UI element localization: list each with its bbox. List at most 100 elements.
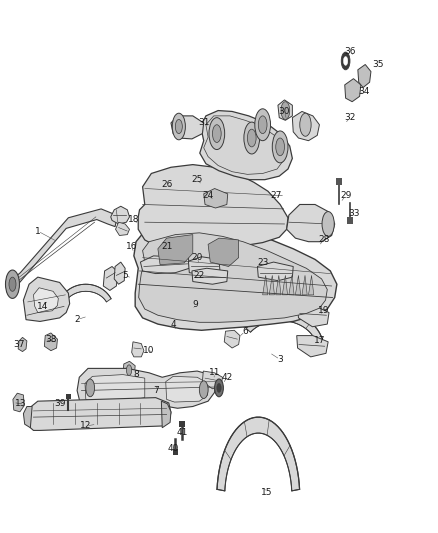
Polygon shape — [141, 256, 189, 273]
Text: 21: 21 — [161, 241, 172, 251]
Circle shape — [199, 381, 208, 399]
Polygon shape — [278, 100, 292, 120]
Polygon shape — [295, 276, 300, 295]
Polygon shape — [116, 222, 130, 236]
Polygon shape — [245, 312, 322, 342]
Text: 18: 18 — [128, 215, 140, 224]
Circle shape — [9, 277, 16, 292]
Polygon shape — [202, 371, 223, 389]
Text: 24: 24 — [202, 191, 214, 200]
Text: 1: 1 — [35, 227, 41, 236]
Polygon shape — [358, 64, 371, 87]
Text: 17: 17 — [314, 336, 325, 344]
Bar — [173, 449, 178, 455]
Polygon shape — [44, 333, 57, 351]
Polygon shape — [138, 165, 288, 251]
Polygon shape — [287, 205, 335, 241]
Polygon shape — [139, 233, 327, 322]
Text: 27: 27 — [270, 191, 282, 200]
Text: 42: 42 — [221, 373, 233, 382]
Text: 28: 28 — [318, 236, 329, 245]
Text: 12: 12 — [80, 422, 92, 431]
Text: 33: 33 — [349, 209, 360, 218]
Text: 2: 2 — [74, 315, 80, 324]
Polygon shape — [258, 262, 293, 281]
Circle shape — [272, 131, 288, 163]
Text: 5: 5 — [122, 271, 128, 280]
Polygon shape — [276, 276, 281, 295]
Polygon shape — [132, 342, 144, 357]
Circle shape — [217, 383, 221, 392]
Polygon shape — [18, 337, 27, 352]
Polygon shape — [204, 189, 228, 208]
Text: 14: 14 — [36, 302, 48, 311]
Polygon shape — [10, 209, 117, 292]
Polygon shape — [297, 336, 328, 357]
Polygon shape — [192, 268, 228, 284]
Text: 9: 9 — [192, 300, 198, 309]
Circle shape — [341, 52, 350, 70]
Circle shape — [215, 379, 223, 397]
Polygon shape — [171, 116, 204, 139]
Circle shape — [244, 122, 260, 154]
Polygon shape — [269, 276, 275, 295]
Text: 35: 35 — [373, 60, 384, 69]
Polygon shape — [85, 375, 145, 403]
Polygon shape — [188, 257, 220, 274]
Text: 16: 16 — [126, 241, 138, 251]
Circle shape — [172, 113, 185, 140]
Polygon shape — [134, 221, 337, 330]
Bar — [66, 394, 71, 399]
Bar — [347, 217, 353, 224]
Polygon shape — [308, 276, 314, 295]
Bar — [336, 178, 342, 185]
Text: 40: 40 — [167, 443, 179, 453]
Circle shape — [209, 118, 225, 150]
Polygon shape — [345, 79, 361, 102]
Circle shape — [322, 212, 334, 236]
Circle shape — [175, 119, 182, 134]
Polygon shape — [289, 276, 294, 295]
Polygon shape — [23, 407, 32, 428]
Polygon shape — [297, 305, 329, 327]
Text: 20: 20 — [191, 253, 203, 262]
Polygon shape — [13, 393, 24, 412]
Circle shape — [212, 125, 221, 142]
Circle shape — [281, 102, 290, 119]
Circle shape — [247, 129, 256, 147]
Text: 10: 10 — [143, 346, 155, 355]
Circle shape — [258, 116, 267, 134]
Polygon shape — [114, 262, 125, 284]
Text: 31: 31 — [198, 118, 209, 127]
Text: 15: 15 — [261, 488, 273, 497]
Polygon shape — [111, 206, 130, 224]
Circle shape — [343, 56, 348, 66]
Polygon shape — [166, 376, 208, 402]
Polygon shape — [217, 417, 300, 491]
Circle shape — [300, 113, 311, 136]
Polygon shape — [208, 238, 239, 266]
Polygon shape — [263, 276, 268, 295]
Text: 23: 23 — [257, 257, 268, 266]
Polygon shape — [23, 277, 70, 321]
Text: 34: 34 — [358, 86, 370, 95]
Text: 4: 4 — [170, 320, 176, 328]
Text: 29: 29 — [340, 191, 351, 200]
Text: 3: 3 — [277, 355, 283, 364]
Text: 8: 8 — [133, 370, 139, 379]
Polygon shape — [77, 368, 215, 413]
Text: 7: 7 — [153, 386, 159, 395]
Circle shape — [6, 270, 19, 298]
Polygon shape — [204, 116, 284, 174]
Text: 6: 6 — [242, 327, 248, 336]
Text: 36: 36 — [344, 47, 356, 55]
Polygon shape — [33, 288, 58, 312]
Polygon shape — [123, 361, 135, 379]
Text: 38: 38 — [45, 335, 57, 344]
Text: 19: 19 — [318, 306, 329, 316]
Polygon shape — [224, 330, 240, 348]
Polygon shape — [283, 276, 288, 295]
Text: 39: 39 — [54, 399, 65, 408]
Polygon shape — [194, 306, 249, 327]
Text: 41: 41 — [176, 427, 187, 437]
